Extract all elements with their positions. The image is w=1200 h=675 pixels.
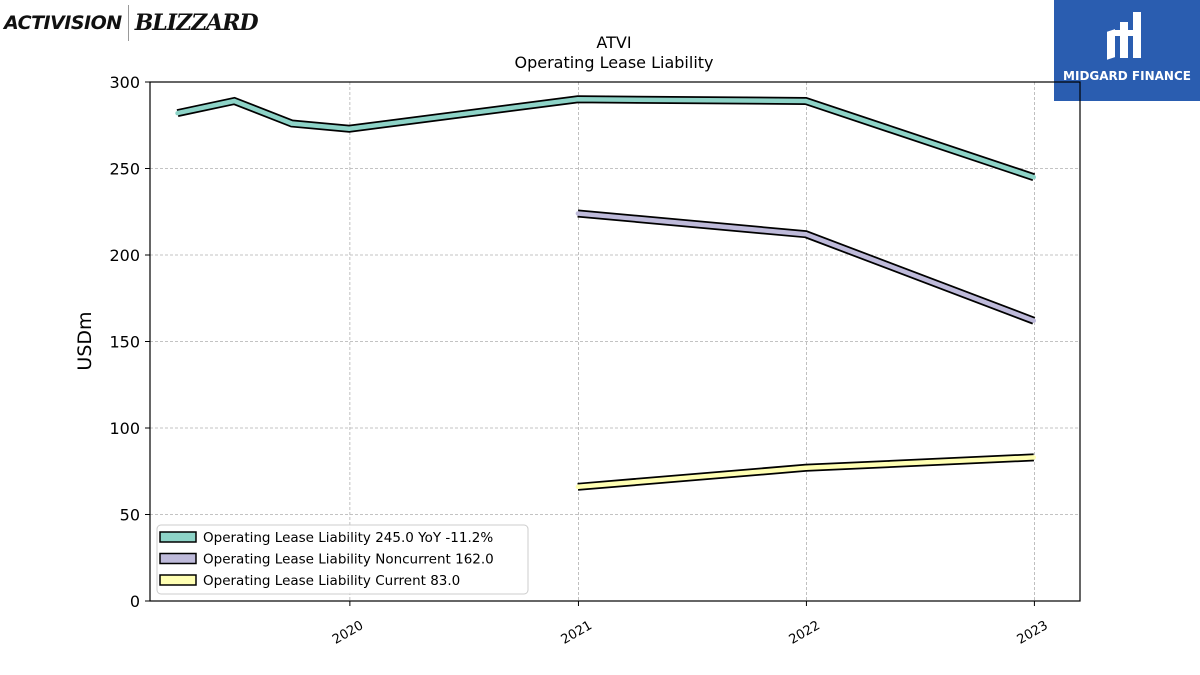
series-1-line [175, 95, 1036, 181]
x-tick-label: 2022 [787, 618, 823, 648]
legend: Operating Lease Liability 245.0 YoY -11.… [156, 524, 529, 595]
y-tick-label: 50 [120, 506, 140, 525]
midgard-finance-logo: MIDGARD FINANCE [1054, 0, 1200, 101]
series-line-outline [176, 95, 1036, 181]
grid [150, 82, 1080, 601]
series-line-outline [577, 209, 1036, 325]
data-point [1031, 318, 1036, 323]
y-axis-label: USDm [74, 311, 96, 370]
midgard-finance-logo-text: MIDGARD FINANCE [1063, 69, 1191, 83]
x-tick-label: 2021 [559, 618, 595, 648]
data-point [575, 484, 581, 490]
chart-title: ATVI [596, 33, 631, 52]
chart-subtitle: Operating Lease Liability [514, 53, 713, 72]
y-tick-label: 0 [130, 592, 140, 611]
data-point [289, 121, 294, 126]
activision-logo-text: ACTIVISION [4, 12, 122, 34]
data-point [803, 465, 809, 470]
legend-label: Operating Lease Liability 245.0 YoY -11.… [203, 530, 493, 546]
activision-blizzard-logo: ACTIVISION BLIZZARD [4, 4, 259, 42]
series-3-line [575, 453, 1036, 491]
data-point [803, 232, 809, 237]
legend-label: Operating Lease Liability Noncurrent 162… [203, 552, 494, 568]
x-tick-label: 2020 [330, 618, 366, 648]
legend-box [156, 524, 529, 595]
data-point [575, 97, 581, 102]
x-tick-label: 2023 [1015, 618, 1051, 648]
data-point [1031, 174, 1036, 180]
y-tick-label: 150 [109, 333, 140, 352]
series-lines [175, 95, 1036, 491]
data-point [575, 211, 581, 216]
y-tick-label: 200 [109, 246, 140, 265]
series-2-line [575, 209, 1036, 325]
midgard-mark-icon [1107, 12, 1141, 60]
data-point [803, 98, 809, 104]
legend-label: Operating Lease Liability Current 83.0 [203, 573, 460, 589]
data-point [175, 110, 180, 116]
series-line [577, 455, 1034, 490]
logo-divider [127, 5, 129, 41]
legend-swatch [159, 574, 197, 586]
y-tick-label: 300 [109, 73, 140, 92]
data-point [347, 126, 352, 131]
data-point [232, 98, 237, 104]
legend-swatch [159, 552, 197, 565]
y-tick-label: 100 [109, 419, 140, 438]
legend-swatch [159, 531, 197, 543]
blizzard-logo-text: BLIZZARD [134, 10, 259, 36]
y-tick-label: 250 [109, 160, 140, 179]
data-point [1031, 455, 1036, 460]
series-line [577, 211, 1035, 323]
